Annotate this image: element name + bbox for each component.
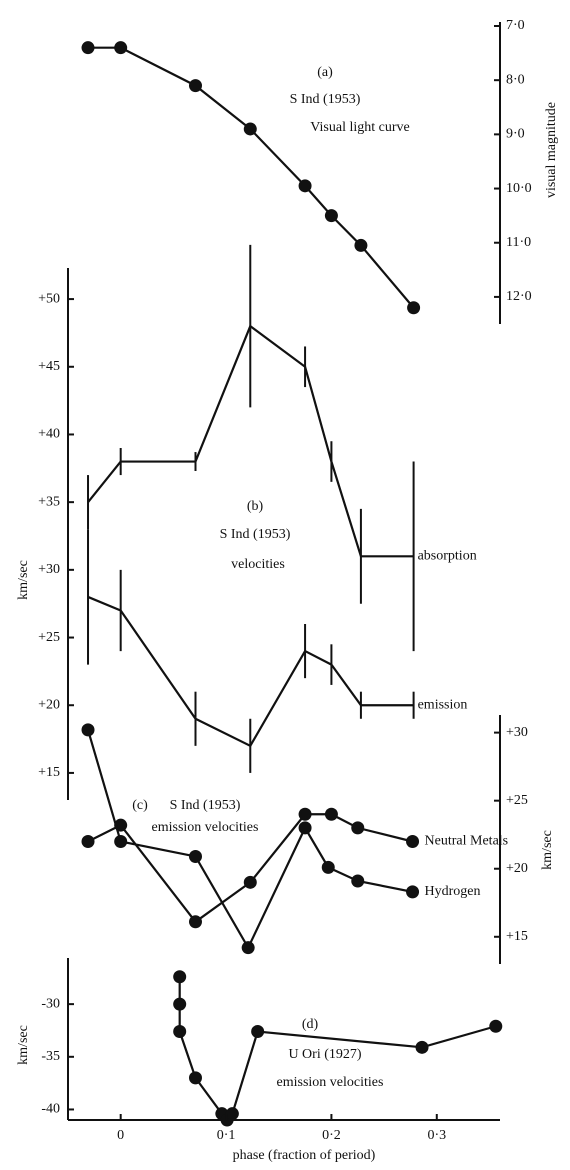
- panel-title: U Ori (1927): [288, 1047, 361, 1062]
- point: [298, 821, 312, 835]
- y-tick-label: 11·0: [506, 235, 531, 250]
- series-label: Hydrogen: [425, 884, 481, 899]
- series-label: emission: [418, 697, 468, 712]
- point: [321, 860, 335, 874]
- panel-subtitle: emission velocities: [277, 1075, 384, 1090]
- y-tick-label: +15: [506, 929, 528, 944]
- panel-label: (c): [132, 798, 148, 813]
- point: [188, 1071, 202, 1085]
- y-tick-label: -30: [41, 996, 60, 1011]
- point: [188, 915, 202, 929]
- x-tick-label: 0: [117, 1128, 124, 1143]
- point: [351, 874, 365, 888]
- y-tick-label: +25: [506, 793, 528, 808]
- panel-subtitle: velocities: [231, 557, 285, 572]
- point: [415, 1040, 429, 1054]
- panel-title: S Ind (1953): [170, 798, 241, 813]
- y-tick-label: +30: [38, 562, 60, 577]
- y-axis-label: km/sec: [16, 560, 31, 600]
- point: [324, 209, 338, 223]
- point: [298, 179, 312, 193]
- point: [406, 885, 420, 899]
- point: [81, 835, 95, 848]
- point: [81, 41, 95, 55]
- point: [81, 723, 95, 737]
- point: [114, 41, 128, 55]
- point: [114, 835, 128, 848]
- y-tick-label: +50: [38, 291, 60, 306]
- point: [243, 122, 257, 136]
- y-tick-label: +35: [38, 494, 60, 509]
- panel-label: (b): [247, 499, 264, 514]
- y-tick-label: +30: [506, 725, 528, 740]
- panel-subtitle: Visual light curve: [310, 120, 409, 135]
- point: [241, 941, 255, 955]
- y-tick-label: -40: [41, 1102, 60, 1117]
- y-tick-label: 12·0: [506, 289, 532, 304]
- point: [173, 1025, 187, 1039]
- y-tick-label: +45: [38, 359, 60, 374]
- point: [406, 835, 420, 848]
- point: [243, 875, 257, 889]
- x-tick-label: 0·3: [427, 1128, 446, 1143]
- point: [407, 301, 421, 315]
- point: [351, 821, 365, 835]
- point: [173, 970, 187, 984]
- y-tick-label: 8·0: [506, 72, 525, 87]
- series-label: Neutral Metals: [425, 834, 509, 849]
- x-axis-label: phase (fraction of period): [233, 1148, 376, 1163]
- y-tick-label: +20: [506, 861, 528, 876]
- point: [188, 849, 202, 863]
- point: [188, 79, 202, 93]
- series-line: [87, 324, 414, 558]
- point: [298, 807, 312, 821]
- y-tick-label: 7·0: [506, 18, 525, 33]
- point: [324, 807, 338, 821]
- y-tick-label: 10·0: [506, 181, 532, 196]
- panel-label: (a): [317, 65, 333, 80]
- y-axis-label: km/sec: [16, 1025, 31, 1065]
- point: [489, 1019, 503, 1033]
- y-tick-label: +40: [38, 427, 60, 442]
- point: [225, 1107, 239, 1121]
- series-line: [88, 46, 415, 309]
- y-tick-label: +15: [38, 765, 60, 780]
- series-line: [87, 595, 414, 748]
- y-tick-label: +20: [38, 697, 60, 712]
- point: [173, 997, 187, 1011]
- panel-title: S Ind (1953): [290, 92, 361, 107]
- y-axis-label: visual magnitude: [544, 102, 559, 198]
- x-tick-label: 0·2: [322, 1128, 341, 1143]
- series-label: absorption: [418, 549, 477, 564]
- panel-label: (d): [302, 1017, 319, 1032]
- y-axis-label: km/sec: [540, 830, 555, 870]
- y-tick-label: +25: [38, 630, 60, 645]
- y-tick-label: -35: [41, 1049, 60, 1064]
- point: [354, 238, 368, 252]
- point: [251, 1025, 265, 1039]
- panel-title: S Ind (1953): [220, 527, 291, 542]
- panel-subtitle: emission velocities: [152, 820, 259, 835]
- x-tick-label: 0·1: [217, 1128, 236, 1143]
- y-tick-label: 9·0: [506, 127, 525, 142]
